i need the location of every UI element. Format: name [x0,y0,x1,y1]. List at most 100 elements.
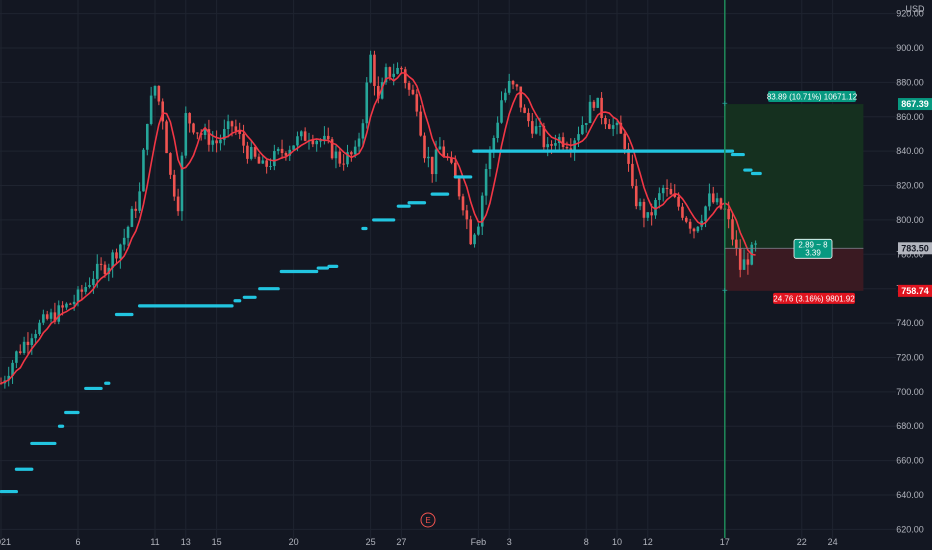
candle-body [184,113,188,156]
candle-body [273,151,276,167]
candle-body [515,84,519,87]
candle-body [211,140,215,145]
candle-body [338,151,342,164]
candle-body [357,138,361,147]
candle-body [507,80,511,93]
y-tick-label: 820.00 [896,181,924,191]
candle-body [122,237,126,245]
y-tick-label: 860.00 [896,112,924,122]
y-tick-label: 680.00 [896,421,924,431]
candle-body [172,174,176,197]
candle-body [411,89,415,95]
y-tick-label: 880.00 [896,77,924,87]
candle-body [438,146,442,150]
candle-body [523,107,526,113]
candle-body [511,80,515,85]
candle-body [42,314,45,323]
candle-body [423,135,426,159]
candle-body [45,314,49,319]
x-tick-label: Feb [471,537,487,547]
candle-body [138,191,141,211]
x-tick-label: 24 [828,537,838,547]
x-tick-label: 10 [612,537,622,547]
candle-body [38,322,41,335]
candle-body [477,226,480,235]
x-tick-label: 22 [797,537,807,547]
time-axis[interactable]: 2021 6 11 13 15 20 25 27 Feb 3 8 10 12 17 22 24 [0,537,838,547]
candle-body [673,194,677,197]
candle-body [669,188,673,195]
y-tick-label: 660.00 [896,456,924,466]
candle-body [161,101,164,122]
candle-body [688,221,692,229]
x-tick-label: 6 [75,537,80,547]
candle-body [400,67,403,70]
ratio-label-2: 3.39 [805,248,821,257]
candle-body [531,121,534,134]
candle-body [692,228,696,232]
candle-body [650,212,653,216]
candle-body [677,196,680,207]
candle-body [353,146,357,155]
candle-body [681,206,684,218]
candle-body [188,113,191,124]
y-tick-label: 840.00 [896,146,924,156]
candle-body [65,303,68,308]
candle-body [442,146,446,157]
candle-body [731,219,734,240]
profit-label: 83.89 (10.71%) 10671.12 [767,93,858,102]
candle-body [280,148,284,153]
candle-body [735,239,738,249]
candle-body [234,126,238,131]
candle-body [565,146,569,149]
candle-body [473,234,476,245]
candle-body [15,351,18,363]
candle-body [388,67,392,77]
candle-body [658,193,661,200]
candle-body [319,140,322,142]
candle-body [407,83,411,90]
candle-body [219,139,222,144]
candle-body [226,121,230,130]
candle-body [107,267,111,275]
event-marker-label: E [425,516,430,525]
candle-body [538,125,542,127]
position-overlay[interactable]: + +83.89 (10.71%) 10671.12 24.76 (3.16%) 9… [420,0,864,538]
price-axis[interactable]: 620.00 640.00 660.00 680.00 700.00 720.00 740.… [896,9,932,535]
y-tick-label: 920.00 [896,9,924,19]
candle-body [196,132,199,134]
y-tick-label: 720.00 [896,352,924,362]
candle-body [265,160,268,167]
candle-body [727,208,730,220]
candle-body [708,193,711,207]
y-tick-label: 800.00 [896,215,924,225]
candle-body [665,187,669,189]
current-price-tag-bg [898,242,932,255]
candle-body [704,206,707,221]
candle-body [604,118,607,125]
candle-body [153,85,157,96]
candle-body [261,160,265,164]
candle-body [76,289,80,302]
candle-body [115,252,118,259]
candle-body [550,144,553,146]
candle-body [492,137,496,150]
candle-body [157,85,161,102]
candle-body [330,139,334,159]
candle-body [457,178,461,197]
ratio-label-1: 2.89 ~ 8 [798,240,828,249]
candle-body [527,112,530,122]
candle-body [608,124,611,129]
candle-body [577,134,580,141]
moving-average-series [0,72,756,385]
y-tick-label: 640.00 [896,490,924,500]
candle-body [504,92,507,101]
candle-body [611,125,615,129]
candle-body [480,195,484,227]
candle-body [500,100,503,123]
candle-body [373,54,376,86]
target-price-tag-bg [898,98,932,111]
candle-body [92,278,95,286]
candle-body [207,129,211,145]
